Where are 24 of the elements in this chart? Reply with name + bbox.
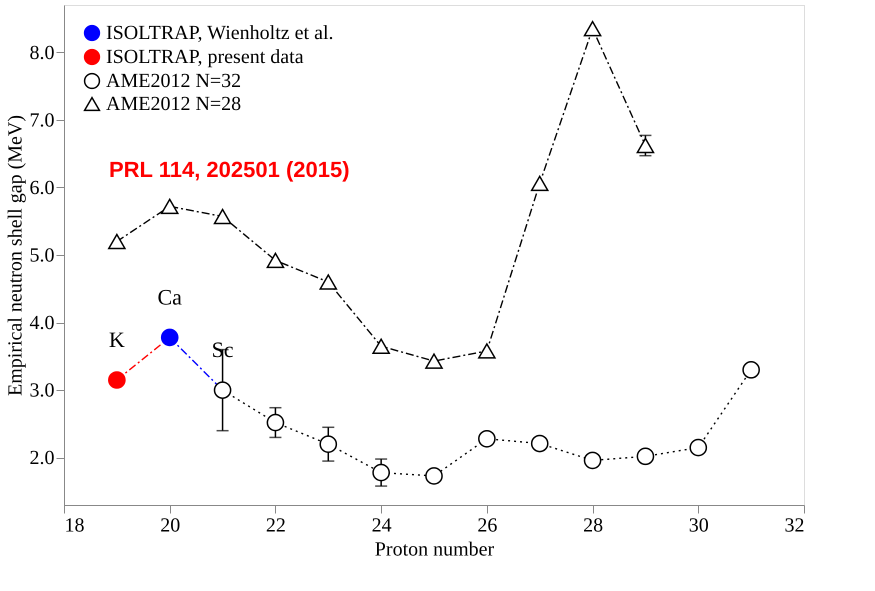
y-tick-label: 7.0 — [30, 109, 54, 132]
x-tick-label: 32 — [784, 514, 804, 536]
y-tick-label: 4.0 — [30, 312, 54, 334]
annotation: PRL 114, 202501 (2015) — [109, 157, 350, 182]
x-tick-label: 28 — [583, 514, 604, 536]
x-tick-label: 30 — [688, 514, 709, 536]
x-tick-label: 22 — [266, 514, 286, 536]
annotation: K — [108, 327, 125, 352]
y-tick-label: 5.0 — [30, 244, 54, 266]
annotation: Ca — [157, 284, 182, 310]
legend-label: AME2012 N=32 — [106, 70, 242, 92]
legend-label: ISOLTRAP, Wienholtz et al. — [106, 22, 334, 44]
y-axis-title: Empirical neutron shell gap (MeV) — [4, 114, 26, 396]
y-tick-label: 8.0 — [30, 42, 54, 64]
y-tick-label: 3.0 — [30, 380, 54, 402]
x-tick-label: 26 — [477, 514, 498, 536]
x-tick-label: 20 — [160, 514, 180, 536]
legend-label: ISOLTRAP, present data — [106, 46, 304, 68]
x-tick-label: 24 — [372, 514, 392, 536]
x-axis-title: Proton number — [374, 538, 495, 560]
x-tick-label: 18 — [64, 514, 84, 536]
legend-label: AME2012 N=28 — [106, 93, 242, 115]
y-tick-label: 2.0 — [30, 447, 54, 470]
y-tick-label: 6.0 — [30, 176, 54, 199]
